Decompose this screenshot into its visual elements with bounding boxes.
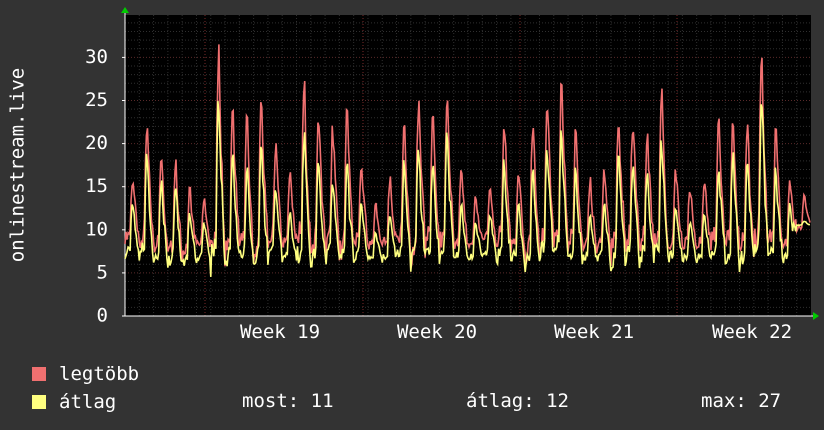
y-tick-label: 30 xyxy=(85,46,108,68)
x-tick-label: Week 22 xyxy=(712,321,792,343)
x-tick-label: Week 21 xyxy=(554,321,634,343)
legend-swatch-max xyxy=(32,367,46,381)
series-lines xyxy=(124,44,811,277)
y-tick-labels: 0 5 10 15 20 25 30 xyxy=(85,46,125,327)
x-tick-labels: Week 19 Week 20 Week 21 Week 22 xyxy=(240,321,792,343)
line-chart: 0 5 10 15 20 25 30 Week 19 Week 20 Week 21 Week 2… xyxy=(7,7,819,343)
y-tick-label: 5 xyxy=(97,261,108,283)
legend-label-max: legtöbb xyxy=(59,363,140,385)
series-line-avg xyxy=(124,101,811,277)
legend-label-avg: átlag xyxy=(59,391,117,413)
y-tick-label: 10 xyxy=(85,218,108,240)
y-tick-label: 20 xyxy=(85,132,108,154)
y-tick-label: 0 xyxy=(97,305,108,327)
grid xyxy=(125,15,811,316)
axes xyxy=(121,7,819,320)
x-tick-label: Week 20 xyxy=(397,321,477,343)
y-axis-arrow xyxy=(121,7,129,13)
stat-max: max: 27 xyxy=(701,390,782,412)
legend-item-max: legtöbb xyxy=(32,363,139,385)
y-tick-label: 25 xyxy=(85,89,108,111)
legend-item-avg: átlag xyxy=(32,391,116,413)
stat-average: átlag: 12 xyxy=(466,390,569,412)
x-tick-label: Week 19 xyxy=(240,321,320,343)
legend-swatch-avg xyxy=(32,395,46,409)
series-line-max xyxy=(124,44,811,269)
y-tick-label: 15 xyxy=(85,175,108,197)
stat-now: most: 11 xyxy=(242,390,334,412)
y-axis-label: onlinestream.live xyxy=(7,68,29,262)
x-axis-arrow xyxy=(813,312,819,320)
